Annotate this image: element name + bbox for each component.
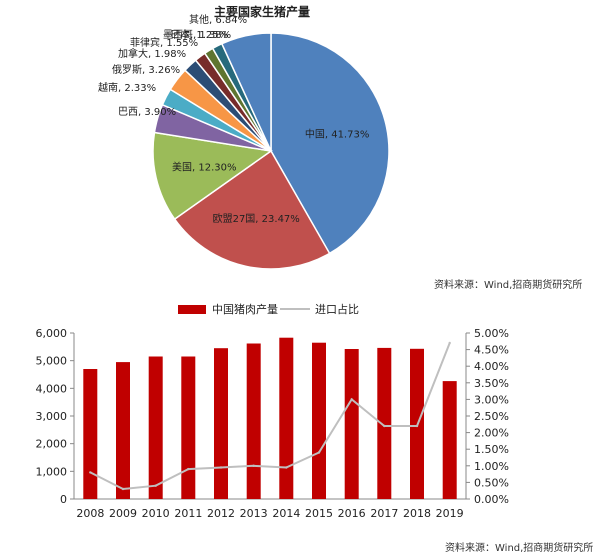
x-tick-label: 2014 bbox=[272, 507, 300, 520]
pie-slice-中国 bbox=[270, 32, 390, 255]
x-tick-label: 2017 bbox=[370, 507, 398, 520]
bar-legend: 中国猪肉产量 进口占比 bbox=[178, 302, 359, 316]
pie-slice-欧盟27国 bbox=[173, 149, 331, 270]
left-tick-label: 0 bbox=[60, 493, 67, 506]
pie-label-中国: 中国, 41.73% bbox=[305, 127, 370, 140]
pie-slice-其他 bbox=[220, 32, 272, 152]
bar-2013 bbox=[246, 343, 261, 499]
right-tick-label: 0.00% bbox=[474, 493, 509, 506]
bar-2014 bbox=[279, 337, 294, 499]
x-tick-label: 2016 bbox=[338, 507, 366, 520]
right-tick-label: 0.50% bbox=[474, 476, 509, 489]
right-tick-label: 2.50% bbox=[474, 410, 509, 423]
ratio-point-2011 bbox=[187, 467, 190, 471]
bar-chart: 中国猪肉产量 进口占比 0 1,000 2,000 3,000 4,000 5,000 6,… bbox=[36, 302, 509, 520]
pie-label-菲律宾: 菲律宾, 1.55% bbox=[130, 36, 198, 49]
ratio-point-2016 bbox=[350, 398, 353, 401]
ratio-point-2013 bbox=[252, 464, 255, 467]
bar-axes: 0 1,000 2,000 3,000 4,000 5,000 6,000 0.00% 0.50… bbox=[36, 327, 509, 520]
x-tick-label: 2008 bbox=[76, 507, 104, 520]
x-tick-label: 2013 bbox=[240, 507, 268, 520]
pie-label-美国: 美国, 12.30% bbox=[172, 161, 237, 174]
pie-label-欧盟27国: 欧盟27国, 23.47% bbox=[213, 213, 300, 225]
left-tick-label: 5,000 bbox=[36, 355, 68, 368]
right-tick-label: 5.00% bbox=[474, 327, 509, 340]
right-tick-label: 1.00% bbox=[474, 460, 509, 473]
right-tick-label: 1.50% bbox=[474, 443, 509, 456]
legend-line-label: 进口占比 bbox=[315, 302, 359, 316]
bar-2015 bbox=[312, 342, 326, 499]
x-tick-label: 2009 bbox=[109, 507, 137, 520]
ratio-point-2019 bbox=[448, 341, 451, 345]
bar-2008 bbox=[83, 369, 98, 499]
pie-label-日本: 日本, 1.25% bbox=[170, 28, 228, 41]
ratio-point-2014 bbox=[285, 466, 288, 469]
bar-2011 bbox=[181, 356, 196, 499]
ratio-point-2012 bbox=[219, 466, 223, 469]
x-tick-label: 2019 bbox=[436, 507, 464, 520]
left-tick-label: 1,000 bbox=[36, 465, 68, 478]
legend-bar-swatch bbox=[178, 305, 206, 314]
pie-label-其他: 其他, 6.84% bbox=[189, 13, 247, 26]
right-tick-label: 2.00% bbox=[474, 427, 509, 440]
pie-slices bbox=[152, 32, 390, 270]
pie-label-巴西: 巴西, 3.90% bbox=[118, 106, 176, 118]
pie-label-加拿大: 加拿大, 1.98% bbox=[118, 47, 186, 60]
x-tick-label: 2012 bbox=[207, 507, 235, 520]
ratio-point-2008 bbox=[89, 471, 92, 474]
ratio-point-2010 bbox=[154, 484, 157, 487]
pie-label-越南: 越南, 2.33% bbox=[98, 81, 156, 94]
bar-2012 bbox=[214, 348, 228, 499]
bar-2010 bbox=[148, 356, 163, 499]
pie-label-墨西哥: 墨西哥, 1.38% bbox=[163, 29, 231, 41]
bar-source-note: 资料来源：Wind,招商期货研究所 bbox=[445, 543, 594, 554]
x-tick-label: 2011 bbox=[174, 507, 202, 520]
pie-title: 主要国家生猪产量 bbox=[214, 4, 310, 19]
ratio-point-2017 bbox=[383, 424, 386, 428]
bar-bars bbox=[83, 337, 457, 499]
pie-chart: 主要国家生猪产量 中国, 41.73% 欧盟27国, 23.47% 美国, 12.3… bbox=[98, 4, 390, 270]
right-tick-label: 4.00% bbox=[474, 360, 509, 373]
ratio-point-2009 bbox=[121, 487, 125, 491]
legend-bar-label: 中国猪肉产量 bbox=[212, 302, 278, 316]
ratio-point-2018 bbox=[415, 424, 419, 428]
bar-2017 bbox=[377, 347, 392, 499]
x-tick-label: 2018 bbox=[403, 507, 431, 520]
left-tick-label: 2,000 bbox=[36, 438, 68, 451]
ratio-line bbox=[89, 341, 451, 491]
x-tick-label: 2010 bbox=[142, 507, 170, 520]
x-tick-label: 2015 bbox=[305, 507, 333, 520]
left-tick-label: 4,000 bbox=[36, 382, 68, 395]
bar-2016 bbox=[344, 349, 359, 499]
right-tick-label: 3.50% bbox=[474, 377, 509, 390]
pie-slice-美国 bbox=[152, 131, 273, 221]
pie-source-note: 资料来源：Wind,招商期货研究所 bbox=[434, 280, 583, 291]
bar-2009 bbox=[116, 362, 130, 499]
pie-labels: 中国, 41.73% 欧盟27国, 23.47% 美国, 12.30% 巴西, 3.9… bbox=[98, 13, 369, 225]
pie-label-俄罗斯: 俄罗斯, 3.26% bbox=[112, 63, 180, 76]
left-tick-label: 6,000 bbox=[36, 327, 68, 340]
right-tick-label: 4.50% bbox=[474, 344, 509, 357]
ratio-line-path bbox=[89, 342, 451, 491]
bar-2019 bbox=[442, 381, 457, 499]
left-tick-label: 3,000 bbox=[36, 410, 68, 423]
right-tick-label: 3.00% bbox=[474, 393, 509, 406]
ratio-point-2015 bbox=[317, 451, 321, 454]
